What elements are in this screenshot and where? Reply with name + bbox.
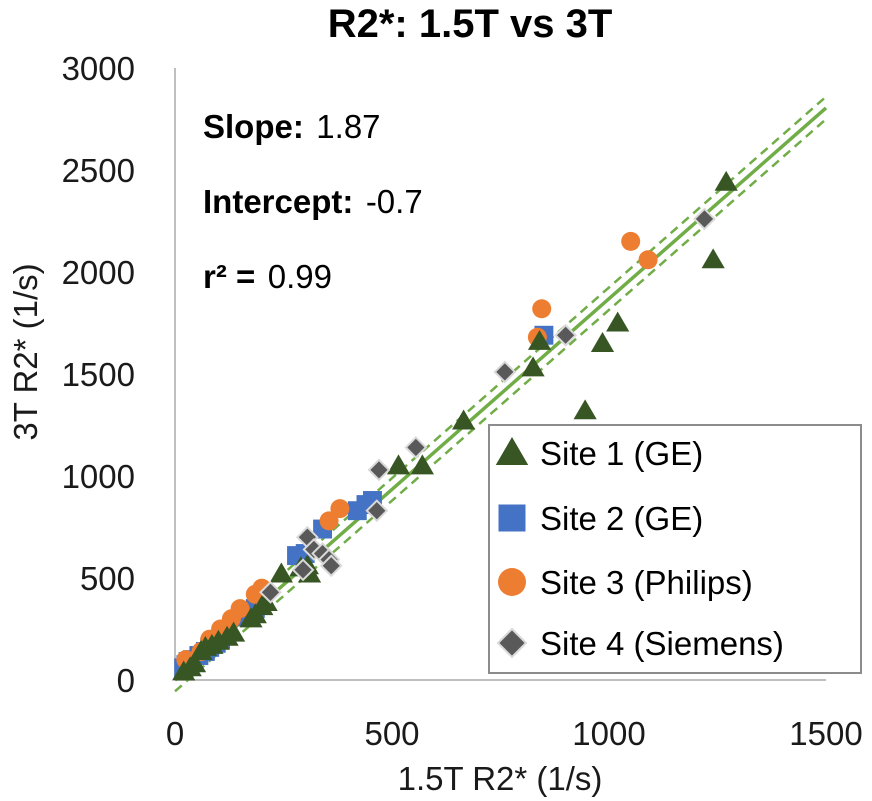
r2-text: r² = 0.99 — [203, 258, 332, 295]
legend-triangle-icon — [495, 437, 529, 465]
intercept-value: -0.7 — [366, 183, 423, 220]
legend-item: Site 3 (Philips) — [498, 564, 753, 601]
legend-label: Site 3 (Philips) — [540, 564, 753, 601]
y-tick-label: 500 — [80, 560, 135, 597]
triangle-point — [221, 621, 246, 642]
y-tick-label: 1500 — [62, 356, 135, 393]
triangle-point — [701, 248, 725, 269]
diamond-point — [404, 436, 428, 459]
legend-square-icon — [498, 504, 526, 532]
triangle-point — [269, 562, 293, 583]
x-tick-label: 1500 — [789, 715, 862, 752]
circle-point — [230, 599, 250, 619]
triangle-point — [714, 170, 738, 191]
triangle-point — [410, 454, 434, 475]
legend-label: Site 1 (GE) — [540, 435, 703, 472]
legend-label: Site 2 (GE) — [540, 500, 703, 537]
legend-diamond-icon — [496, 627, 528, 659]
series-diamond — [259, 207, 716, 604]
intercept-label: Intercept: — [203, 183, 353, 220]
legend-item: Site 1 (GE) — [495, 435, 703, 472]
triangle-point — [527, 329, 552, 350]
legend-circle-icon — [498, 568, 526, 596]
diamond-point — [554, 323, 578, 347]
triangle-point — [386, 454, 411, 475]
y-tick-label: 0 — [117, 662, 135, 699]
stats-annotation: Slope: 1.87 Intercept: -0.7 r² = 0.99 — [203, 108, 423, 295]
y-tick-label: 1000 — [62, 458, 135, 495]
x-axis-label: 1.5T R2* (1/s) — [398, 760, 603, 797]
triangle-point — [573, 399, 597, 420]
diamond-point — [367, 458, 391, 482]
legend-box — [488, 424, 862, 674]
legend-item: Site 2 (GE) — [498, 500, 703, 537]
y-tick-label: 3000 — [62, 50, 135, 87]
circle-point — [532, 299, 552, 319]
circle-point — [319, 511, 339, 531]
triangle-point — [606, 311, 630, 332]
legend-label: Site 4 (Siemens) — [540, 625, 784, 662]
triangle-point — [182, 652, 207, 673]
triangle-point — [254, 591, 278, 612]
x-tick-label: 1000 — [572, 715, 645, 752]
y-tick-label: 2500 — [62, 152, 135, 189]
diamond-point — [365, 499, 389, 523]
fit-upper-ci-line — [174, 95, 827, 670]
circle-point — [638, 250, 658, 270]
legend: Site 1 (GE) Site 2 (GE) Site 3 (Philips) Si… — [488, 424, 862, 674]
fit-line — [173, 106, 828, 682]
diamond-point — [291, 558, 315, 582]
x-tick-label: 500 — [364, 715, 419, 752]
diamond-point — [319, 554, 343, 578]
circle-point — [621, 231, 641, 251]
circle-point — [330, 499, 350, 519]
slope-label: Slope: — [203, 108, 304, 145]
triangle-point — [452, 409, 476, 430]
y-tick-label: 2000 — [62, 254, 135, 291]
diamond-point — [693, 207, 716, 231]
diamond-point — [259, 580, 282, 604]
triangle-point — [590, 332, 615, 352]
r2-value: 0.99 — [268, 258, 332, 295]
intercept-text: Intercept: -0.7 — [203, 183, 423, 220]
fit-lower-ci-line — [174, 118, 827, 693]
y-axis-label: 3T R2* (1/s) — [7, 263, 44, 440]
diamond-point — [493, 360, 517, 384]
slope-value: 1.87 — [316, 108, 380, 145]
chart-title: R2*: 1.5T vs 3T — [328, 2, 613, 46]
slope-text: Slope: 1.87 — [203, 108, 381, 145]
r2-label: r² = — [203, 258, 255, 295]
x-tick-label: 0 — [166, 715, 184, 752]
legend-item: Site 4 (Siemens) — [496, 625, 784, 662]
triangle-point — [521, 356, 545, 377]
